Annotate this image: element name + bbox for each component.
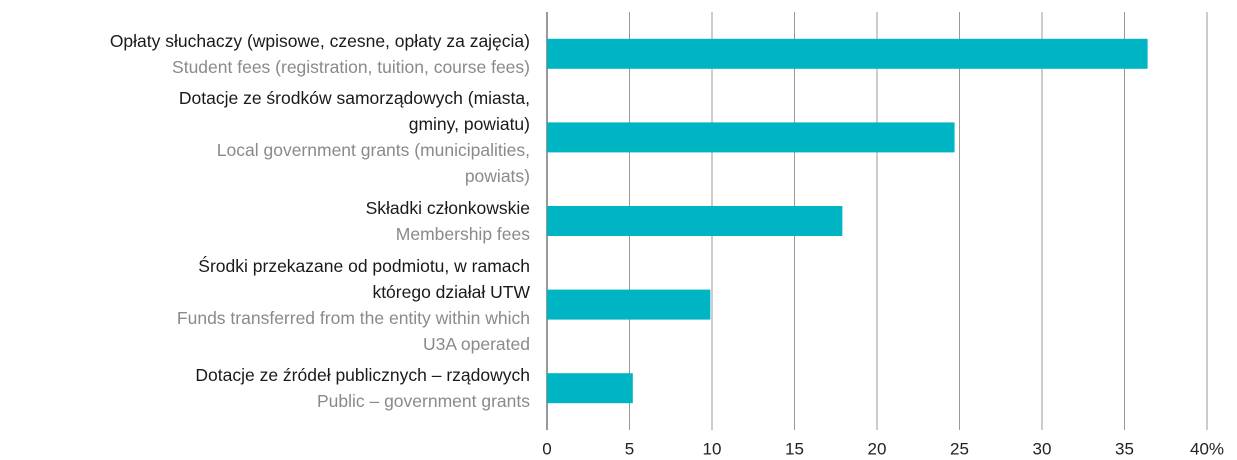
label-line-en: Funds transferred from the entity within… — [176, 307, 530, 328]
bar — [547, 289, 711, 320]
label-line-pl: Składki członkowskie — [365, 198, 530, 218]
bar — [547, 373, 633, 404]
label-line-en: Student fees (registration, tuition, cou… — [172, 56, 530, 77]
label-line-en: Public – government grants — [316, 391, 530, 412]
x-tick-label: 5 — [625, 439, 634, 458]
category-label: Dotacje ze źródeł publicznych – rządowyc… — [0, 362, 530, 414]
x-tick-label: 40% — [1190, 439, 1224, 458]
x-tick-label: 15 — [785, 439, 804, 458]
bar — [547, 122, 955, 153]
x-tick-label: 0 — [542, 439, 551, 458]
category-label: Opłaty słuchaczy (wpisowe, czesne, opłat… — [0, 28, 530, 80]
x-tick-label: 35 — [1115, 439, 1134, 458]
label-line-en: Local government grants (municipalities, — [216, 140, 530, 161]
x-tick-label: 30 — [1033, 439, 1052, 458]
category-label: Składki członkowskie Membership fees — [0, 195, 530, 247]
label-line-en: U3A operated — [422, 333, 530, 354]
label-line-pl: gminy, powiatu) — [408, 114, 530, 135]
x-tick-label: 25 — [950, 439, 969, 458]
label-line-pl: Dotacje ze środków samorządowych (miasta… — [178, 88, 530, 109]
label-line-en: Membership fees — [395, 224, 530, 244]
x-tick-label: 20 — [868, 439, 887, 458]
label-line-en: powiats) — [464, 166, 530, 187]
label-line-pl: którego działał UTW — [372, 281, 530, 302]
label-line-pl: Dotacje ze źródeł publicznych – rządowyc… — [195, 365, 530, 386]
category-label: Środki przekazane od podmiotu, w ramach k… — [0, 253, 530, 357]
bar — [547, 38, 1148, 69]
bar — [547, 206, 843, 236]
category-label: Dotacje ze środków samorządowych (miasta… — [0, 85, 530, 189]
label-line-pl: Opłaty słuchaczy (wpisowe, czesne, opłat… — [109, 30, 530, 51]
label-line-pl: Środki przekazane od podmiotu, w ramach — [198, 255, 530, 276]
x-tick-label: 10 — [703, 439, 722, 458]
